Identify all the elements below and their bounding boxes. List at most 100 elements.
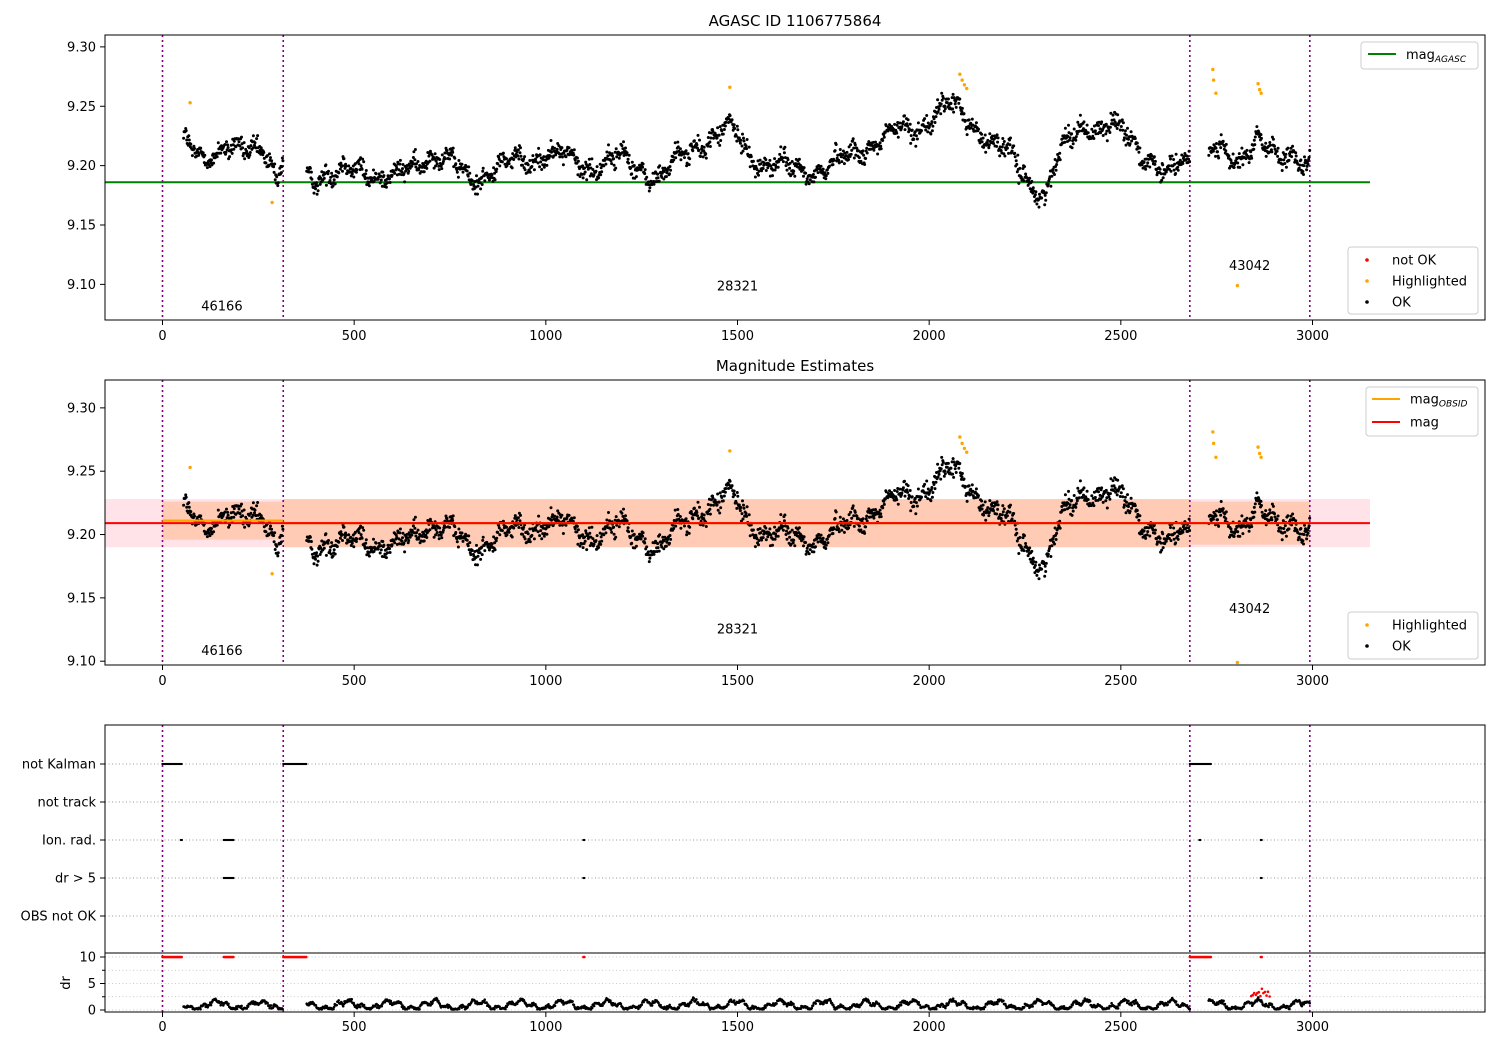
data-point [247, 146, 251, 150]
data-point [1037, 205, 1041, 209]
data-point [403, 550, 407, 554]
data-point [1070, 146, 1074, 150]
data-point [1147, 526, 1151, 530]
data-point [840, 160, 844, 164]
data-point [1044, 561, 1048, 565]
data-point [1140, 163, 1144, 167]
data-point [1155, 542, 1159, 546]
data-point [450, 153, 454, 157]
data-point [605, 518, 609, 522]
data-point [276, 184, 280, 188]
data-point [674, 156, 678, 160]
data-point [1169, 157, 1172, 161]
data-point [386, 543, 390, 547]
data-point [678, 515, 682, 518]
data-point [1009, 136, 1012, 140]
data-point [1151, 528, 1155, 532]
data-point [251, 134, 255, 138]
data-point [903, 479, 906, 483]
data-point [783, 145, 787, 149]
data-point [641, 165, 645, 169]
data-point [324, 183, 328, 187]
data-point [708, 512, 712, 516]
data-point [372, 537, 375, 541]
data-point [1238, 534, 1242, 538]
data-point [736, 128, 740, 132]
data-point [573, 527, 577, 531]
data-point [901, 488, 905, 492]
data-point [960, 106, 964, 110]
data-point [379, 548, 383, 552]
data-point [467, 165, 471, 169]
data-point [374, 541, 378, 545]
data-point [1082, 127, 1085, 131]
data-point [251, 146, 255, 150]
data-point [1283, 530, 1287, 534]
data-point [709, 503, 713, 507]
data-point [782, 151, 786, 155]
data-point [1298, 532, 1302, 536]
data-point [1133, 137, 1137, 140]
data-point [522, 157, 526, 161]
dr-point [335, 1003, 339, 1007]
dr-point [457, 1007, 461, 1011]
data-point [497, 526, 501, 530]
data-point [720, 496, 724, 499]
flag-point [1209, 762, 1212, 766]
data-point [230, 151, 234, 155]
data-point [696, 146, 699, 150]
data-point [838, 515, 842, 519]
data-point [732, 123, 736, 127]
data-point [597, 176, 601, 180]
data-point [821, 536, 825, 540]
data-point [1040, 567, 1044, 571]
data-point [1167, 164, 1171, 168]
data-point [611, 154, 615, 158]
data-point [602, 164, 606, 168]
data-point [199, 514, 203, 518]
data-point [367, 184, 371, 188]
data-point [1161, 546, 1165, 550]
data-point [415, 531, 418, 535]
data-point [519, 154, 523, 158]
data-point [777, 528, 781, 532]
data-point [187, 501, 191, 505]
data-point [657, 179, 661, 183]
data-point [410, 533, 414, 537]
data-point [1122, 503, 1126, 507]
y-tick-label: 9.25 [67, 465, 96, 480]
data-point [335, 175, 339, 179]
data-point [735, 491, 739, 494]
data-point [953, 102, 957, 106]
data-point [1305, 168, 1309, 172]
data-point [853, 510, 857, 514]
data-point [1247, 529, 1251, 533]
data-point [280, 534, 284, 538]
data-point [243, 525, 247, 529]
data-point [678, 147, 682, 151]
data-point [1176, 165, 1180, 169]
data-point [605, 150, 609, 154]
data-point [1033, 563, 1037, 567]
data-point [1071, 509, 1075, 513]
data-point [540, 168, 544, 171]
data-point [908, 122, 912, 126]
data-point [1012, 144, 1016, 148]
data-point [742, 136, 745, 140]
data-point [952, 460, 956, 464]
data-point [847, 513, 851, 517]
data-point [852, 524, 856, 528]
data-point [773, 525, 777, 529]
data-point [727, 487, 730, 490]
data-point [432, 535, 436, 539]
data-point [872, 148, 876, 152]
data-point [501, 519, 505, 523]
data-point [488, 546, 492, 550]
data-point [647, 560, 651, 564]
data-point [500, 529, 504, 533]
data-point [457, 159, 461, 162]
data-point [970, 117, 974, 121]
data-point [594, 539, 598, 543]
data-point [232, 139, 236, 143]
data-point [995, 144, 999, 148]
